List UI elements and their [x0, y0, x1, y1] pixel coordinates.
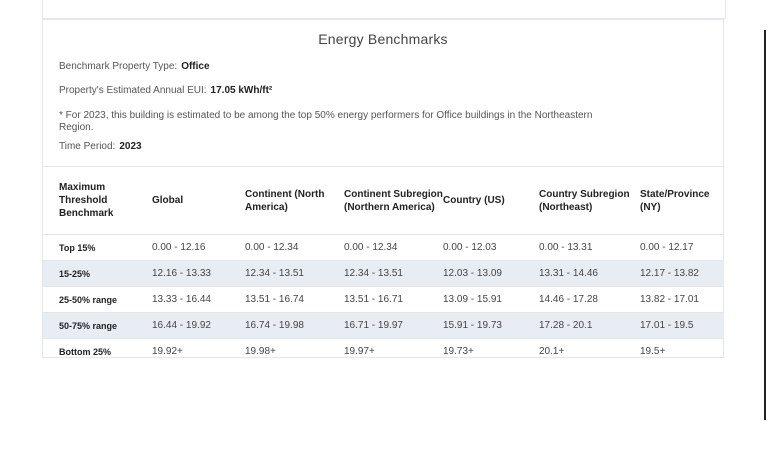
eui-label: Property's Estimated Annual EUI:: [59, 85, 207, 96]
time-period-line: Time Period: 2023: [59, 141, 142, 152]
column-header: Country Subregion (Northeast): [539, 166, 640, 235]
table-cell: 13.51 - 16.71: [344, 286, 443, 313]
table-cell: 16.71 - 19.97: [344, 312, 443, 339]
table-cell: 0.00 - 13.31: [539, 234, 640, 261]
row-label: Bottom 25%: [43, 338, 152, 364]
table-header-row: Maximum Threshold Benchmark Global Conti…: [43, 166, 724, 235]
eui-value: 17.05 kWh/ft²: [210, 85, 273, 96]
table-cell: 12.34 - 13.51: [245, 260, 344, 287]
table-row: 15-25% 12.16 - 13.33 12.34 - 13.51 12.34…: [43, 260, 724, 287]
table-cell: 19.97+: [344, 338, 443, 364]
table-row: 25-50% range 13.33 - 16.44 13.51 - 16.74…: [43, 286, 724, 313]
property-type-value: Office: [181, 61, 210, 72]
row-label: 15-25%: [43, 260, 152, 287]
table-cell: 20.1+: [539, 338, 640, 364]
eui-line: Property's Estimated Annual EUI: 17.05 kW…: [59, 85, 272, 96]
table-cell: 14.46 - 17.28: [539, 286, 640, 313]
row-label: 25-50% range: [43, 286, 152, 313]
scrollbar-edge: [764, 30, 766, 420]
table-cell: 19.73+: [443, 338, 539, 364]
column-header: Maximum Threshold Benchmark: [43, 166, 152, 235]
table-row: 50-75% range 16.44 - 19.92 16.74 - 19.98…: [43, 312, 724, 339]
table-cell: 13.09 - 15.91: [443, 286, 539, 313]
table-row: Bottom 25% 19.92+ 19.98+ 19.97+ 19.73+ 2…: [43, 338, 724, 364]
table-cell: 13.82 - 17.01: [640, 286, 724, 313]
table-cell: 19.5+: [640, 338, 724, 364]
row-label: Top 15%: [43, 234, 152, 261]
column-header: Continent Subregion (Northern America): [344, 166, 443, 235]
time-period-value: 2023: [119, 141, 142, 152]
table-cell: 12.03 - 13.09: [443, 260, 539, 287]
table-cell: 15.91 - 19.73: [443, 312, 539, 339]
time-period-label: Time Period:: [59, 141, 116, 152]
performance-note: * For 2023, this building is estimated t…: [59, 110, 593, 133]
benchmark-table: Maximum Threshold Benchmark Global Conti…: [43, 166, 724, 364]
table-cell: 13.31 - 14.46: [539, 260, 640, 287]
table-cell: 0.00 - 12.34: [344, 234, 443, 261]
energy-benchmarks-card: Energy Benchmarks Benchmark Property Typ…: [42, 19, 724, 364]
table-cell: 0.00 - 12.34: [245, 234, 344, 261]
column-header: Country (US): [443, 166, 539, 235]
column-header: State/Province (NY): [640, 166, 724, 235]
card-title: Energy Benchmarks: [318, 31, 448, 47]
table-cell: 17.28 - 20.1: [539, 312, 640, 339]
table-cell: 13.33 - 16.44: [152, 286, 245, 313]
table-cell: 16.74 - 19.98: [245, 312, 344, 339]
column-header: Global: [152, 166, 245, 235]
table-cell: 13.51 - 16.74: [245, 286, 344, 313]
table-row: Top 15% 0.00 - 12.16 0.00 - 12.34 0.00 -…: [43, 234, 724, 261]
table-cell: 0.00 - 12.17: [640, 234, 724, 261]
table-cell: 17.01 - 19.5: [640, 312, 724, 339]
previous-card: [42, 0, 726, 19]
table-cell: 19.92+: [152, 338, 245, 364]
property-type-line: Benchmark Property Type: Office: [59, 61, 210, 72]
table-cell: 12.16 - 13.33: [152, 260, 245, 287]
table-cell: 16.44 - 19.92: [152, 312, 245, 339]
table-cell: 0.00 - 12.03: [443, 234, 539, 261]
column-header: Continent (North America): [245, 166, 344, 235]
property-type-label: Benchmark Property Type:: [59, 61, 178, 72]
table-cell: 12.34 - 13.51: [344, 260, 443, 287]
table-cell: 12.17 - 13.82: [640, 260, 724, 287]
table-cell: 0.00 - 12.16: [152, 234, 245, 261]
row-label: 50-75% range: [43, 312, 152, 339]
table-cell: 19.98+: [245, 338, 344, 364]
